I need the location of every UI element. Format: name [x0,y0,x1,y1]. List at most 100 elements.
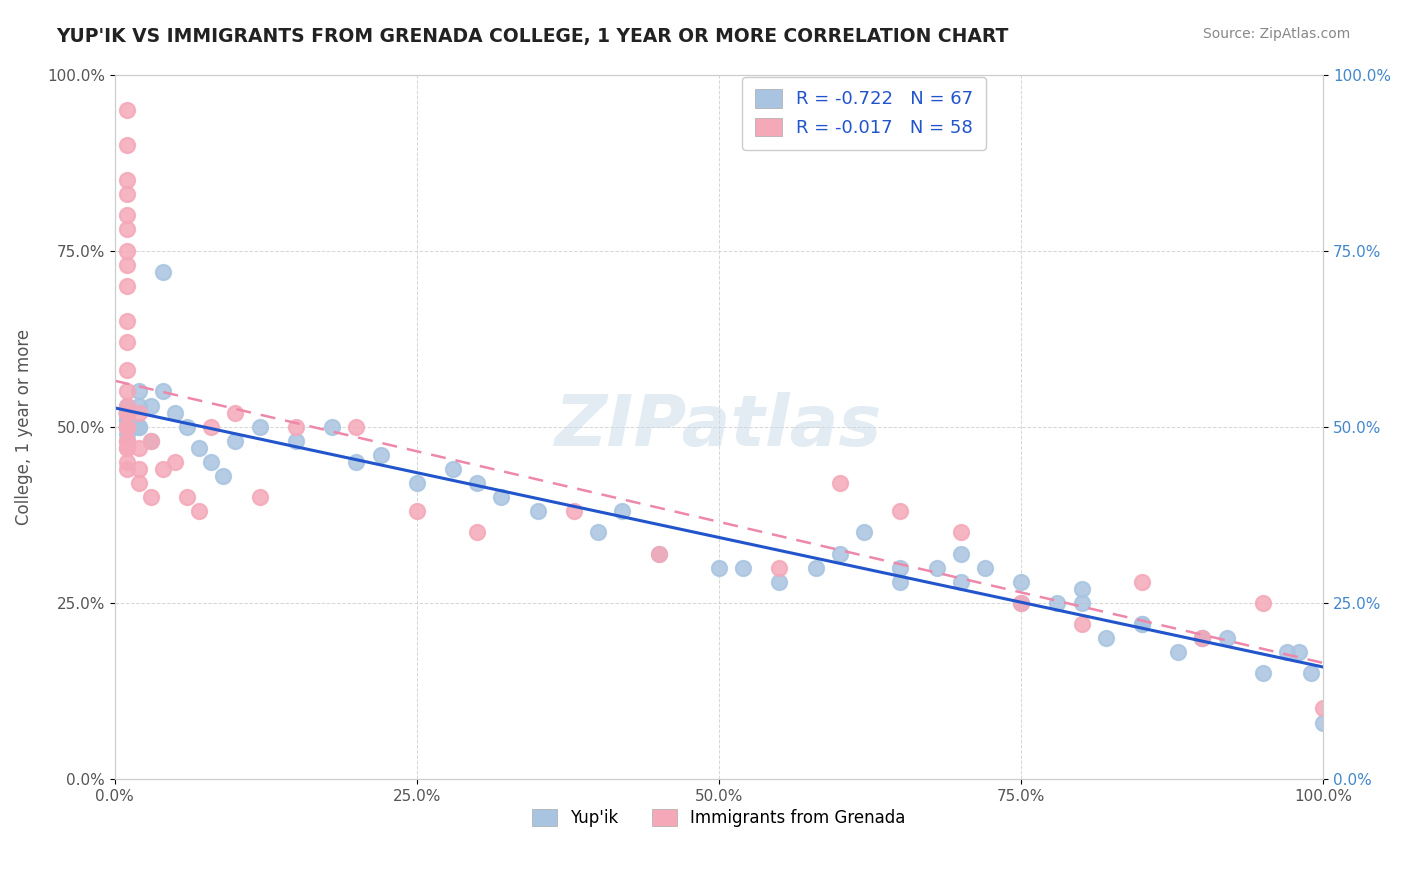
Point [1191,631,1213,645]
Point [1191,631,1213,645]
Point [526,504,548,518]
Point [115,103,138,117]
Point [128,384,150,399]
Point [128,441,150,455]
Point [115,244,138,258]
Text: YUP'IK VS IMMIGRANTS FROM GRENADA COLLEGE, 1 YEAR OR MORE CORRELATION CHART: YUP'IK VS IMMIGRANTS FROM GRENADA COLLEG… [56,27,1008,45]
Point [1215,631,1237,645]
Point [163,406,186,420]
Point [321,419,343,434]
Point [1130,616,1153,631]
Point [1010,596,1032,610]
Point [115,462,138,476]
Point [1251,596,1274,610]
Point [163,455,186,469]
Point [115,419,138,434]
Point [1070,596,1092,610]
Point [115,406,138,420]
Point [188,441,211,455]
Point [249,419,271,434]
Point [128,399,150,413]
Point [128,406,150,420]
Point [115,419,138,434]
Point [949,525,972,540]
Point [562,504,585,518]
Point [465,476,488,491]
Point [949,574,972,589]
Point [115,406,138,420]
Point [139,434,162,448]
Point [115,406,138,420]
Point [115,258,138,272]
Point [115,406,138,420]
Point [128,419,150,434]
Point [115,406,138,420]
Point [152,265,174,279]
Point [370,448,392,462]
Point [1251,666,1274,681]
Point [344,419,367,434]
Point [115,412,138,426]
Point [139,490,162,504]
Point [768,560,790,574]
Point [889,574,911,589]
Point [115,278,138,293]
Point [441,462,464,476]
Point [176,490,198,504]
Point [115,434,138,448]
Point [115,187,138,202]
Point [152,462,174,476]
Point [115,412,138,426]
Point [115,441,138,455]
Legend: Yup'ik, Immigrants from Grenada: Yup'ik, Immigrants from Grenada [526,803,912,834]
Point [768,574,790,589]
Point [139,434,162,448]
Point [1070,616,1092,631]
Point [647,547,669,561]
Point [925,560,948,574]
Point [115,455,138,469]
Point [647,547,669,561]
Point [804,560,827,574]
Point [1275,645,1298,659]
Point [224,406,246,420]
Point [115,434,138,448]
Point [852,525,875,540]
Point [115,419,138,434]
Point [1046,596,1069,610]
Point [152,384,174,399]
Point [224,434,246,448]
Point [1010,596,1032,610]
Point [115,406,138,420]
Y-axis label: College, 1 year or more: College, 1 year or more [15,328,32,524]
Text: ZIPatlas: ZIPatlas [555,392,883,461]
Point [828,547,851,561]
Point [1130,616,1153,631]
Point [200,455,222,469]
Point [405,504,427,518]
Point [128,462,150,476]
Point [115,335,138,350]
Point [115,384,138,399]
Point [115,441,138,455]
Point [115,406,138,420]
Point [465,525,488,540]
Point [139,399,162,413]
Point [115,399,138,413]
Point [1167,645,1189,659]
Point [1130,574,1153,589]
Point [612,504,634,518]
Point [176,419,198,434]
Point [128,419,150,434]
Point [115,363,138,377]
Point [1312,701,1334,715]
Point [1312,715,1334,730]
Point [1094,631,1116,645]
Point [889,560,911,574]
Point [284,434,307,448]
Point [707,560,730,574]
Point [200,419,222,434]
Point [1301,666,1323,681]
Point [344,455,367,469]
Point [1010,574,1032,589]
